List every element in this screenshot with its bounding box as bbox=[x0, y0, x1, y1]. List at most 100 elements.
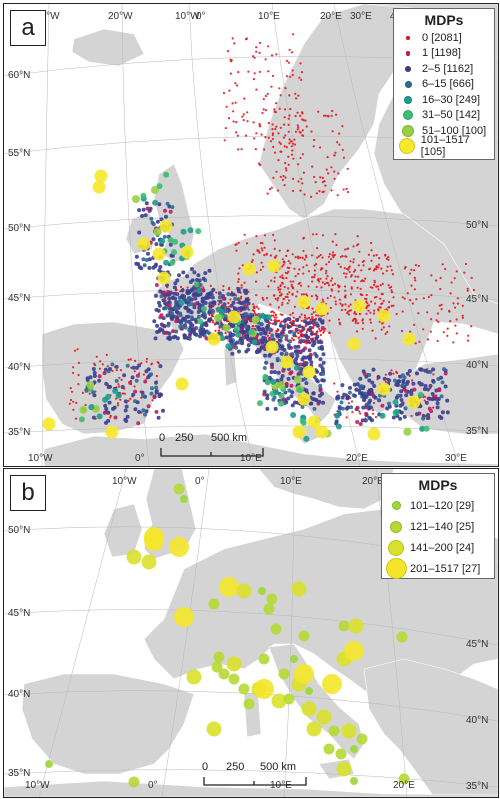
mdp-point-high bbox=[115, 392, 122, 399]
mdp-point-0 bbox=[309, 318, 312, 321]
mdp-point-mid bbox=[421, 416, 426, 421]
mdp-point-mid bbox=[321, 352, 326, 357]
mdp-point-0 bbox=[275, 254, 278, 257]
mdp-point-0 bbox=[256, 249, 259, 252]
mdp-point-0 bbox=[245, 37, 248, 40]
mdp-point-mid bbox=[92, 374, 97, 378]
mdp-point-0 bbox=[298, 315, 301, 319]
mdp-point-mid bbox=[102, 410, 107, 415]
mdp-point-0 bbox=[389, 265, 392, 268]
mdp-point-0 bbox=[455, 270, 458, 273]
mdp-point-0 bbox=[403, 267, 406, 270]
mdp-point-high bbox=[225, 343, 232, 350]
mdp-point-mid bbox=[182, 297, 187, 302]
mdp-point-mid bbox=[279, 335, 284, 339]
mdp-point-0 bbox=[118, 385, 121, 388]
mdp-point-0 bbox=[295, 295, 298, 298]
mdp-point-mid bbox=[380, 403, 385, 408]
mdp-point-0 bbox=[327, 172, 330, 175]
b-bottom-tick-1: 0° bbox=[148, 780, 158, 791]
mdp-point-0 bbox=[288, 138, 291, 141]
mdp-point-0 bbox=[315, 285, 318, 289]
mdp-point-0 bbox=[336, 141, 339, 144]
mdp-point-0 bbox=[263, 234, 267, 237]
mdp-point-0 bbox=[291, 287, 295, 290]
mdp-point-mid bbox=[154, 242, 159, 247]
mdp-point-0 bbox=[246, 111, 249, 114]
mdp-point-0 bbox=[321, 281, 324, 284]
mdp-point-high bbox=[169, 259, 176, 266]
mdp-point-0 bbox=[359, 412, 362, 415]
mdp-point-0 bbox=[105, 353, 108, 356]
mdp-point-0 bbox=[227, 301, 230, 305]
mdp-point-0 bbox=[381, 322, 384, 325]
mdp-point-high bbox=[294, 364, 300, 371]
mdp-point-mid bbox=[307, 348, 312, 353]
mdp-point-high bbox=[251, 339, 258, 346]
b-left-tick-0: 50°N bbox=[8, 525, 31, 536]
mdp-point-0 bbox=[287, 117, 290, 120]
mdp-point-0 bbox=[316, 295, 319, 298]
mdp-point-0 bbox=[119, 369, 122, 372]
mdp-point-mid bbox=[178, 324, 183, 329]
mdp-point-mid bbox=[140, 390, 145, 395]
mdp-point-0 bbox=[300, 313, 303, 316]
mdp-point-0 bbox=[413, 276, 416, 279]
mdp-point-mid bbox=[224, 335, 229, 340]
mdp-point-0 bbox=[362, 264, 365, 267]
mdp-point-top bbox=[267, 259, 281, 273]
mdp-point-mid bbox=[435, 405, 440, 410]
mdp-point-0 bbox=[293, 267, 296, 270]
mdp-point-0 bbox=[267, 45, 270, 48]
mdp-point-0 bbox=[290, 283, 293, 286]
mdp-point-0 bbox=[275, 316, 278, 319]
mdp-point-mid bbox=[428, 383, 433, 388]
mdp-point-mid bbox=[398, 416, 403, 421]
mdp-point-mid bbox=[387, 378, 392, 383]
mdp-point-0 bbox=[284, 271, 287, 274]
mdp-point-0 bbox=[273, 247, 276, 250]
mdp-point-mid bbox=[294, 318, 299, 322]
mdp-point-0 bbox=[347, 402, 350, 405]
mdp-point-mid bbox=[145, 206, 150, 211]
mdp-point-mid bbox=[192, 305, 197, 310]
mdp-point-0 bbox=[331, 277, 334, 280]
mdp-point-0 bbox=[304, 254, 308, 257]
mdp-point-0 bbox=[288, 266, 291, 270]
mdp-point-mid bbox=[335, 395, 340, 400]
mdp-point-0 bbox=[382, 299, 385, 303]
mdp-point-0 bbox=[263, 148, 266, 151]
mdp-point-mid bbox=[261, 335, 266, 340]
mdp-point-mid bbox=[426, 413, 431, 417]
a-right-tick-1: 45°N bbox=[466, 294, 489, 305]
mdp-point-mid bbox=[306, 321, 311, 326]
mdp-point-mid bbox=[175, 292, 180, 297]
mdp-point-0 bbox=[301, 129, 304, 132]
mdp-point-0 bbox=[375, 254, 378, 257]
mdp-point-0 bbox=[250, 260, 253, 263]
mdp-point-0 bbox=[390, 369, 393, 372]
mdp-point-0 bbox=[387, 258, 390, 261]
mdp-point-mid bbox=[128, 380, 133, 385]
mdp-point-mid bbox=[430, 392, 435, 396]
mdp-point-0 bbox=[324, 114, 327, 117]
mdp-point-mid bbox=[236, 289, 241, 294]
mdp-point-mid bbox=[185, 298, 190, 302]
mdp-point-mid bbox=[170, 311, 174, 316]
mdp-point-mid bbox=[355, 420, 360, 424]
mdp-point-0 bbox=[365, 293, 368, 297]
mdp-point-0 bbox=[395, 312, 398, 316]
mdp-point-0 bbox=[450, 281, 453, 284]
mdp-point-mid bbox=[419, 382, 424, 387]
mdp-point-0 bbox=[99, 360, 102, 363]
mdp-point-mid bbox=[308, 401, 313, 406]
mdp-point-0 bbox=[266, 192, 269, 195]
mdp-point-0 bbox=[286, 295, 289, 299]
mdp-point-0 bbox=[298, 281, 302, 285]
mdp-point-0 bbox=[291, 253, 294, 256]
mdp-point-0 bbox=[270, 279, 273, 282]
mdp-point-mid bbox=[364, 394, 369, 399]
mdp-point-0 bbox=[349, 260, 352, 263]
mdp-point-0 bbox=[267, 70, 270, 73]
mdp-point-0 bbox=[354, 321, 357, 325]
